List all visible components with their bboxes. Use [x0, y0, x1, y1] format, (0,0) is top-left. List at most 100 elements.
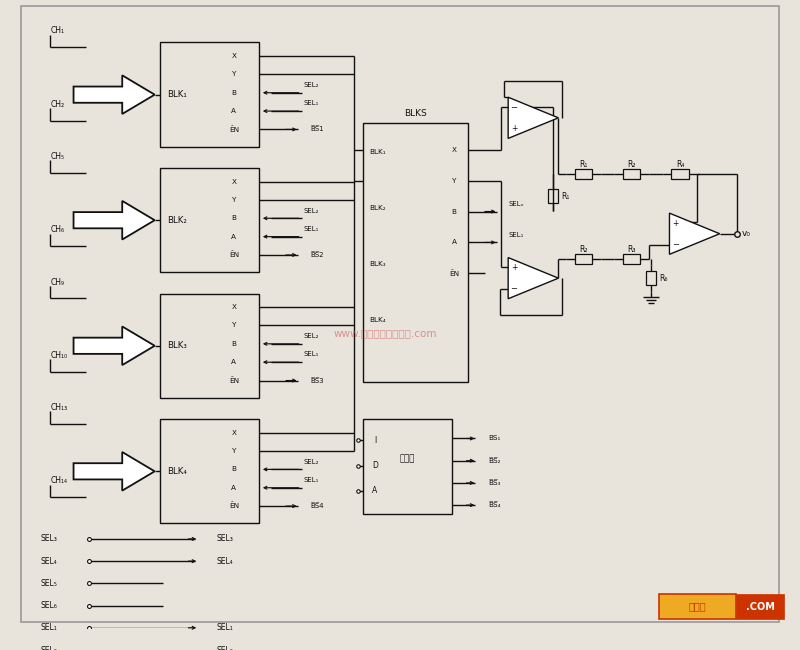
- Text: R₄: R₄: [676, 160, 684, 169]
- Text: A: A: [231, 233, 236, 240]
- Text: +: +: [672, 218, 678, 227]
- Text: R₃: R₃: [627, 244, 636, 254]
- Text: Y: Y: [232, 72, 236, 77]
- Bar: [161, 168, 259, 272]
- Text: B: B: [231, 215, 236, 221]
- Text: A: A: [372, 486, 378, 495]
- Bar: [363, 419, 452, 514]
- Text: −: −: [672, 240, 678, 249]
- Text: −: −: [510, 284, 518, 293]
- Text: B: B: [231, 90, 236, 96]
- Text: X: X: [231, 430, 236, 436]
- Text: SEL₄: SEL₄: [41, 556, 58, 566]
- Text: SEL₃: SEL₃: [41, 534, 58, 543]
- Text: BLK₁: BLK₁: [167, 90, 187, 99]
- Text: B̅S̅₂: B̅S̅₂: [489, 458, 501, 463]
- Text: SEL₀: SEL₀: [217, 645, 234, 650]
- Text: www.路睿科技有限公司.com: www.路睿科技有限公司.com: [334, 328, 438, 338]
- Text: I: I: [374, 436, 376, 445]
- Text: R₂: R₂: [579, 244, 588, 254]
- Text: B̅S̅2: B̅S̅2: [310, 252, 324, 258]
- Bar: [736, 594, 785, 619]
- Text: B: B: [451, 209, 457, 214]
- Text: Y: Y: [232, 448, 236, 454]
- Bar: [671, 169, 689, 179]
- Text: +: +: [510, 124, 517, 133]
- Text: CH₁₄: CH₁₄: [50, 476, 67, 486]
- Bar: [161, 419, 259, 523]
- Text: .COM: .COM: [746, 601, 774, 612]
- Text: A: A: [231, 108, 236, 114]
- Text: ĒN: ĒN: [449, 270, 459, 277]
- Text: B: B: [231, 341, 236, 347]
- Text: CH₂: CH₂: [50, 100, 65, 109]
- Bar: [363, 123, 468, 382]
- Bar: [161, 294, 259, 398]
- Text: CH₁₃: CH₁₃: [50, 403, 67, 412]
- Bar: [575, 169, 592, 179]
- Text: SEL₂: SEL₂: [303, 459, 319, 465]
- Text: Y: Y: [232, 322, 236, 328]
- Text: B̅S̅1: B̅S̅1: [310, 126, 324, 133]
- Text: A: A: [231, 359, 236, 365]
- Text: BLKS: BLKS: [404, 109, 427, 118]
- Text: SEL₂: SEL₂: [303, 82, 319, 88]
- Text: SEL₁: SEL₁: [303, 352, 319, 358]
- Text: SEL₂: SEL₂: [303, 207, 319, 214]
- Text: SEL₁: SEL₁: [303, 477, 319, 483]
- Text: BLK₃: BLK₃: [369, 261, 386, 266]
- Polygon shape: [74, 201, 154, 240]
- Bar: [547, 188, 558, 203]
- Polygon shape: [670, 213, 720, 254]
- Text: SEL₁: SEL₁: [41, 623, 58, 632]
- Text: X: X: [231, 53, 236, 59]
- Text: CH₆: CH₆: [50, 226, 65, 235]
- Polygon shape: [508, 257, 558, 299]
- Text: R₆: R₆: [659, 274, 668, 283]
- Text: BLK₃: BLK₃: [167, 341, 187, 350]
- Text: SEL₁: SEL₁: [303, 100, 319, 107]
- Bar: [575, 254, 592, 264]
- Bar: [161, 42, 259, 147]
- Text: SEL₀: SEL₀: [41, 645, 58, 650]
- Text: BLK₁: BLK₁: [369, 149, 386, 155]
- Text: BS₁: BS₁: [489, 436, 501, 441]
- Polygon shape: [74, 75, 154, 114]
- Text: SEL₁: SEL₁: [217, 623, 234, 632]
- Text: SEL₁: SEL₁: [508, 231, 523, 238]
- Bar: [646, 272, 656, 285]
- Text: B̅S̅₃: B̅S̅₃: [489, 480, 501, 486]
- Polygon shape: [74, 452, 154, 491]
- Text: BLK₂: BLK₂: [369, 205, 386, 211]
- Text: X: X: [451, 147, 457, 153]
- Text: SEL₁: SEL₁: [303, 226, 319, 232]
- Text: B̅S̅4: B̅S̅4: [310, 503, 324, 509]
- Bar: [623, 169, 641, 179]
- Text: SEL₂: SEL₂: [303, 333, 319, 339]
- Text: B̅S̅₄: B̅S̅₄: [488, 502, 501, 508]
- Text: BLK₂: BLK₂: [167, 216, 187, 225]
- Text: BLK₄: BLK₄: [167, 467, 187, 476]
- Text: SEL₄: SEL₄: [217, 556, 234, 566]
- Bar: [659, 594, 736, 619]
- Text: Y: Y: [232, 197, 236, 203]
- Text: R₁: R₁: [579, 160, 588, 169]
- Bar: [623, 254, 641, 264]
- Polygon shape: [74, 326, 154, 365]
- Text: ĒN: ĒN: [229, 252, 239, 258]
- Text: CH₉: CH₉: [50, 278, 64, 287]
- Text: v₀: v₀: [742, 229, 751, 239]
- Text: A: A: [231, 485, 236, 491]
- Text: SEL₅: SEL₅: [41, 579, 58, 588]
- Text: SELₓ: SELₓ: [508, 201, 524, 207]
- Text: A: A: [451, 239, 457, 246]
- Text: B: B: [231, 467, 236, 473]
- Text: SEL₃: SEL₃: [217, 534, 234, 543]
- Text: CH₅: CH₅: [50, 152, 65, 161]
- Text: BLK₄: BLK₄: [369, 317, 386, 322]
- Text: ĒN: ĒN: [229, 126, 239, 133]
- Text: 译码器: 译码器: [400, 454, 415, 463]
- Polygon shape: [508, 98, 558, 138]
- Text: CH₁₀: CH₁₀: [50, 351, 67, 360]
- Text: X: X: [231, 304, 236, 310]
